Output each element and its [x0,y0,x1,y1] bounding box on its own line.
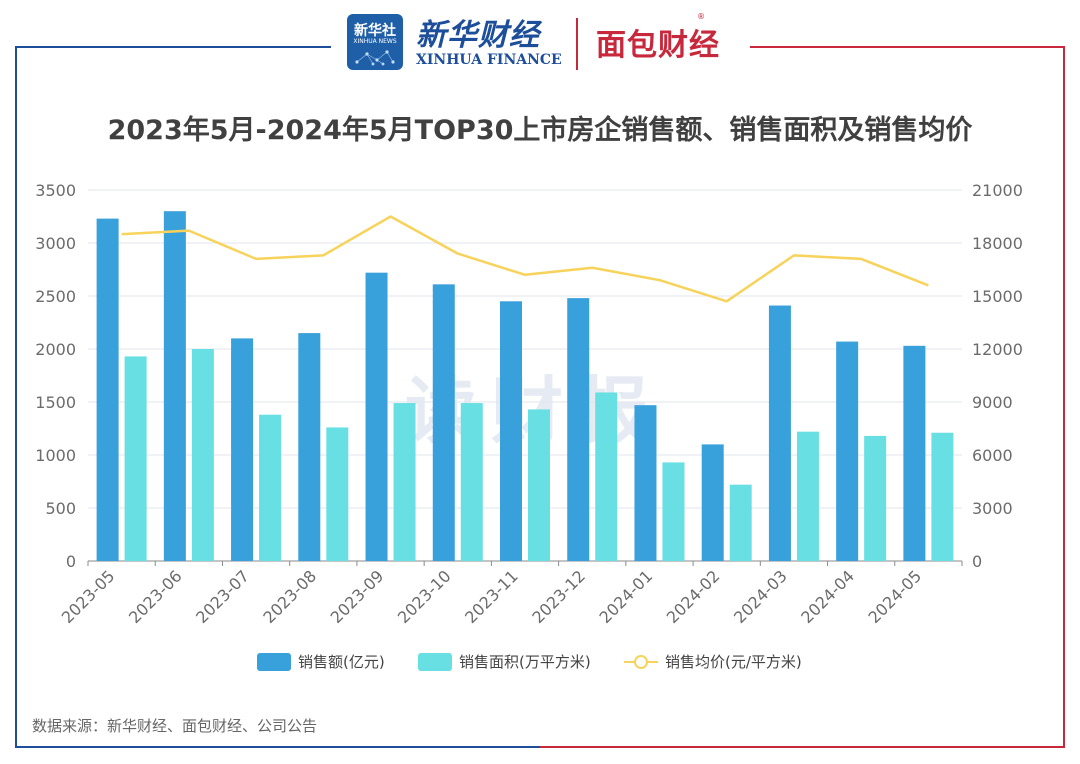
x-tick-label: 2023-11 [461,566,522,627]
bar-area [729,484,752,561]
bar-sales [163,211,186,561]
y-right-tick-label: 21000 [972,181,1023,200]
bar-area [796,431,819,561]
legend-label-price: 销售均价(元/平方米) [665,653,802,671]
x-tick-label: 2024-04 [797,566,858,627]
bar-sales [567,298,590,561]
bar-sales [231,338,254,561]
x-tick-label: 2023-10 [394,566,455,627]
y-left-tick-label: 1500 [35,393,76,412]
y-right-tick-label: 0 [972,552,982,571]
x-tick-label: 2024-01 [596,566,657,627]
legend-item-area[interactable]: 销售面积(万平方米) [418,651,591,672]
y-left-tick-label: 2500 [35,287,76,306]
x-tick-label: 2023-05 [58,566,119,627]
price-line [121,215,929,303]
bar-sales [836,341,859,561]
y-left-tick-label: 1000 [35,446,76,465]
frame-left [15,46,17,748]
xinhua-badge-en: XINHUA NEWS [353,38,397,45]
x-tick-label: 2023-08 [259,566,320,627]
bar-sales [634,405,657,561]
y-left-tick-label: 3500 [35,181,76,200]
registered-mark: ® [697,12,705,21]
y-left-tick-label: 0 [66,552,76,571]
y-left-tick-label: 3000 [35,234,76,253]
xinhua-finance-cn-logo: 新华财经 [416,18,540,53]
x-tick-label: 2024-02 [663,566,724,627]
chart-title: 2023年5月-2024年5月TOP30上市房企销售额、销售面积及销售均价 [107,115,973,146]
y-right-tick-label: 15000 [972,287,1023,306]
bar-sales [768,305,791,561]
bar-area [191,349,214,561]
x-tick-label: 2023-07 [192,566,253,627]
legend-label-sales: 销售额(亿元) [298,653,385,671]
bar-area [326,427,349,561]
y-right-tick-label: 9000 [972,393,1013,412]
xinhua-finance-en-logo: XINHUA FINANCE [416,52,562,68]
bar-area [662,462,685,561]
bar-area [259,414,282,561]
bar-area [124,356,147,561]
bar-area [460,403,483,561]
bar-sales [96,218,119,561]
bar-sales [365,272,388,561]
frame-bottom-right [540,746,1065,748]
xinhua-news-logo: 新华社 XINHUA NEWS [347,14,403,70]
x-tick-label: 2023-09 [327,566,388,627]
frame-top-left [15,46,331,48]
bar-sales [298,333,321,561]
xinhua-badge-cn: 新华社 [354,23,396,39]
bar-sales [500,301,522,561]
x-tick-label: 2024-05 [865,566,926,627]
legend-swatch-area [418,652,452,671]
bar-sales [903,345,926,561]
legend-swatch-price [624,653,658,671]
y-right-tick-label: 18000 [972,234,1023,253]
chart-legend: 销售额(亿元) 销售面积(万平方米) 销售均价(元/平方米) [0,651,1080,673]
x-tick-label: 2023-06 [125,566,186,627]
y-right-tick-label: 3000 [972,499,1013,518]
legend-swatch-sales [257,652,291,671]
bar-area [864,435,887,561]
frame-bottom-left [15,746,540,748]
legend-item-price[interactable]: 销售均价(元/平方米) [624,651,802,672]
y-left-tick-label: 500 [45,499,76,518]
x-tick-label: 2024-03 [730,566,791,627]
logo-separator [576,18,578,70]
y-right-tick-label: 6000 [972,446,1013,465]
network-dots-icon [355,50,395,66]
bar-sales [701,444,724,561]
y-right-tick-label: 12000 [972,340,1023,359]
mianbao-finance-logo: 面包财经 [596,28,720,63]
bar-area [595,392,618,561]
x-tick-label: 2023-12 [528,566,589,627]
frame-right [1063,46,1065,748]
frame-top-right [750,46,1065,48]
source-note: 数据来源：新华财经、面包财经、公司公告 [32,717,318,735]
bar-area [528,409,550,561]
legend-label-area: 销售面积(万平方米) [459,653,591,671]
bar-area [931,432,954,561]
legend-item-sales[interactable]: 销售额(亿元) [257,651,385,672]
bar-sales [432,284,455,561]
y-left-tick-label: 2000 [35,340,76,359]
bar-area [393,403,416,561]
